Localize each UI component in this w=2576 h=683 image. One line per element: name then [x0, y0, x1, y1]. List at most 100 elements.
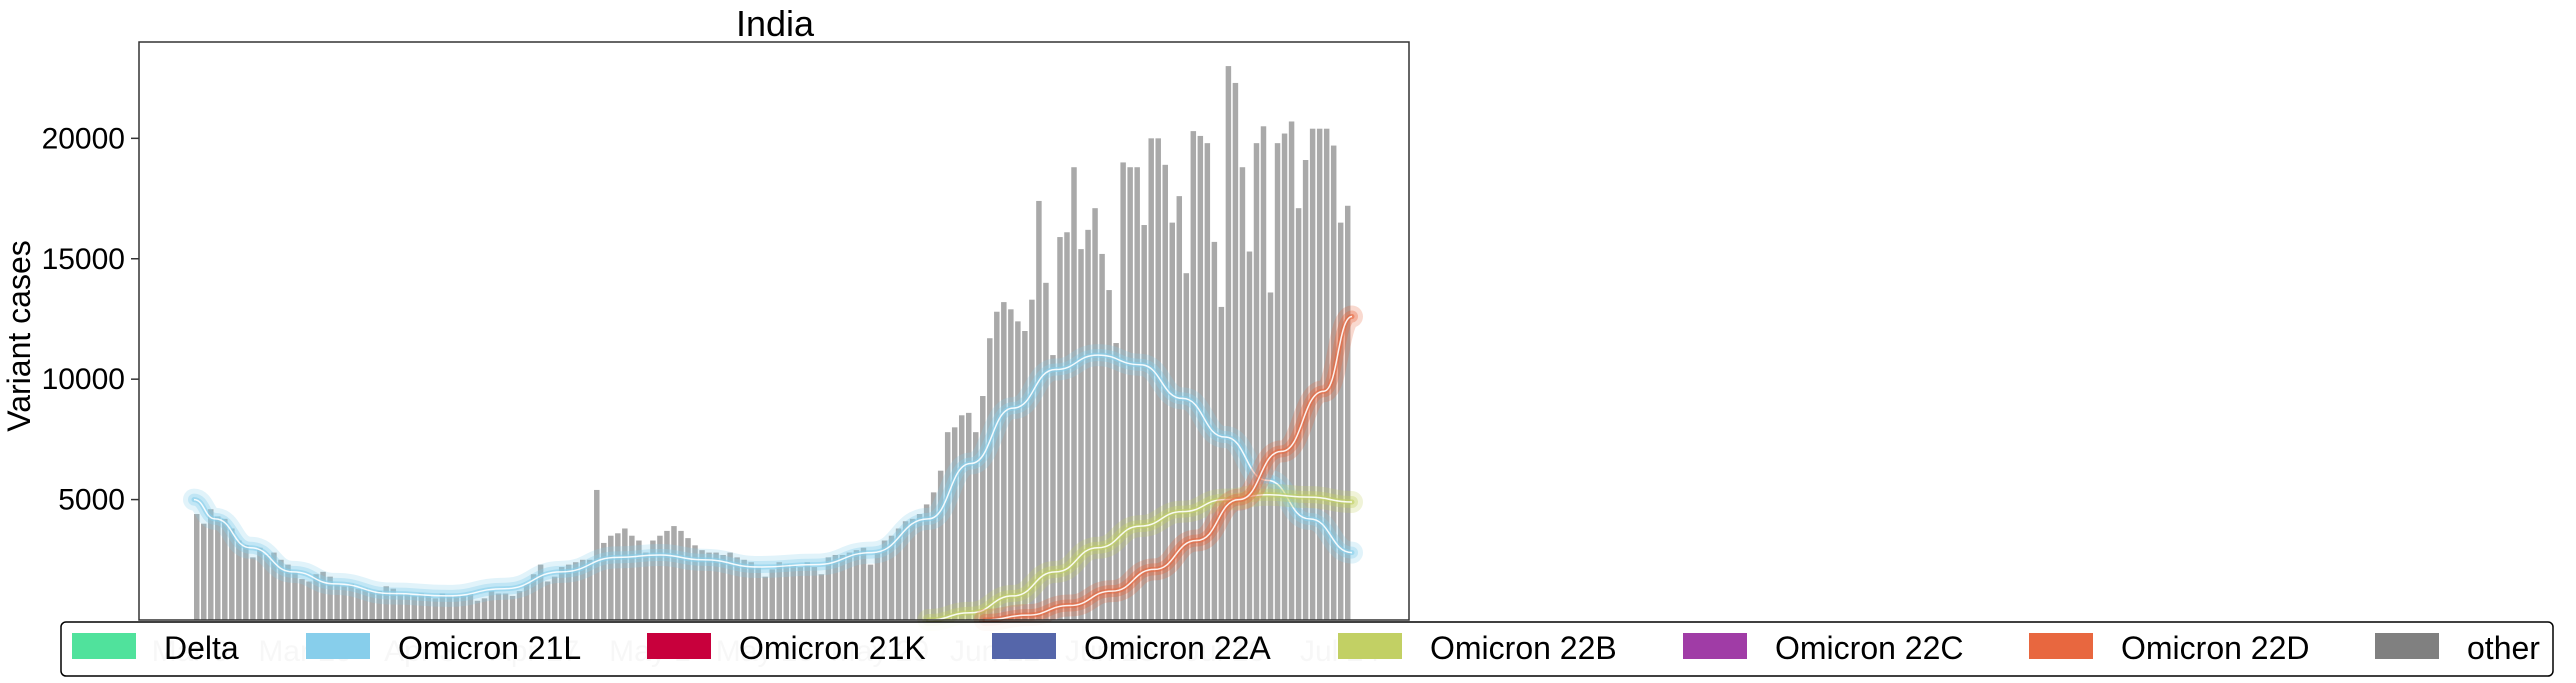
bar	[355, 588, 361, 620]
bar	[762, 576, 768, 620]
bar	[937, 470, 944, 620]
legend-item: Omicron 22C	[1683, 630, 1964, 666]
bar	[860, 547, 867, 620]
bar	[1330, 145, 1337, 620]
bar	[1190, 131, 1197, 621]
bar	[432, 598, 439, 620]
bar	[881, 540, 888, 620]
bar	[1302, 160, 1309, 620]
bar	[1113, 343, 1119, 620]
bar	[706, 552, 712, 620]
bar	[727, 552, 733, 620]
bar	[867, 564, 874, 620]
fit-line	[193, 354, 1353, 597]
bar	[523, 583, 530, 621]
bar	[1029, 299, 1035, 620]
bar	[1036, 200, 1042, 620]
bar	[1050, 355, 1056, 620]
bar	[299, 579, 305, 620]
bar	[215, 516, 221, 620]
bar	[1064, 232, 1070, 620]
bar	[755, 567, 761, 620]
fit-line	[984, 315, 1353, 621]
bar	[467, 593, 474, 620]
bar	[685, 538, 691, 620]
bar	[580, 559, 586, 620]
bar	[853, 550, 860, 620]
bar	[313, 574, 319, 620]
bar	[930, 492, 937, 620]
legend-swatch	[72, 633, 136, 659]
bar	[657, 535, 663, 620]
legend-swatch	[647, 633, 711, 659]
bar	[229, 528, 235, 620]
bar	[818, 574, 825, 620]
y-tick-label: 20000	[42, 122, 125, 155]
bar	[629, 535, 635, 620]
bar	[1309, 128, 1316, 620]
bar	[502, 593, 509, 620]
bar	[1176, 196, 1183, 620]
bar	[348, 583, 354, 621]
bar	[1099, 253, 1105, 620]
bar	[1057, 237, 1063, 620]
bar	[804, 562, 811, 620]
bar	[1274, 143, 1281, 620]
bar	[643, 552, 649, 620]
y-tick-label: 10000	[42, 363, 125, 396]
bar	[1162, 164, 1168, 620]
bar	[1141, 225, 1147, 620]
bar	[888, 535, 895, 620]
bar	[1120, 162, 1126, 621]
bar	[1232, 82, 1239, 620]
bar	[509, 595, 516, 620]
bar	[608, 535, 614, 620]
y-tick-label: 5000	[58, 484, 125, 517]
legend-swatch	[1338, 633, 1402, 659]
bar	[1344, 205, 1351, 620]
bar	[1134, 167, 1140, 621]
bar	[811, 567, 818, 620]
bar	[320, 571, 326, 620]
bar	[720, 554, 726, 620]
legend-label: Omicron 22B	[1430, 630, 1617, 666]
bar	[825, 557, 832, 620]
bar	[250, 557, 256, 620]
bar	[222, 518, 228, 620]
bar	[1092, 208, 1098, 620]
bar	[327, 576, 333, 620]
bar	[1183, 273, 1190, 620]
legend-item: Omicron 22A	[992, 630, 1271, 666]
bar	[1043, 282, 1049, 620]
bar	[973, 432, 979, 620]
legend-swatch	[992, 633, 1056, 659]
bar	[601, 542, 607, 620]
bars-layer	[194, 66, 1351, 621]
bar	[404, 593, 411, 620]
bar	[530, 574, 537, 620]
bar	[874, 552, 881, 620]
bar	[474, 600, 481, 620]
bar	[951, 427, 958, 620]
bar	[285, 564, 291, 620]
legend-swatch	[2029, 633, 2093, 659]
bar	[1106, 290, 1112, 620]
bar	[769, 569, 775, 620]
bar	[201, 523, 207, 620]
bar	[516, 591, 523, 620]
bar	[257, 547, 263, 620]
legend-item: Omicron 21K	[647, 630, 926, 666]
bar	[537, 564, 544, 620]
bar	[397, 593, 403, 620]
legend-item: Omicron 21L	[306, 630, 581, 666]
bar	[994, 311, 1000, 620]
bar	[678, 530, 684, 620]
bar	[544, 581, 551, 620]
bar	[615, 533, 621, 620]
bar	[636, 540, 642, 620]
legend-label: Omicron 22A	[1084, 630, 1271, 666]
bar	[264, 554, 270, 620]
bar	[194, 514, 200, 620]
bar	[488, 591, 495, 620]
bar	[846, 552, 853, 620]
